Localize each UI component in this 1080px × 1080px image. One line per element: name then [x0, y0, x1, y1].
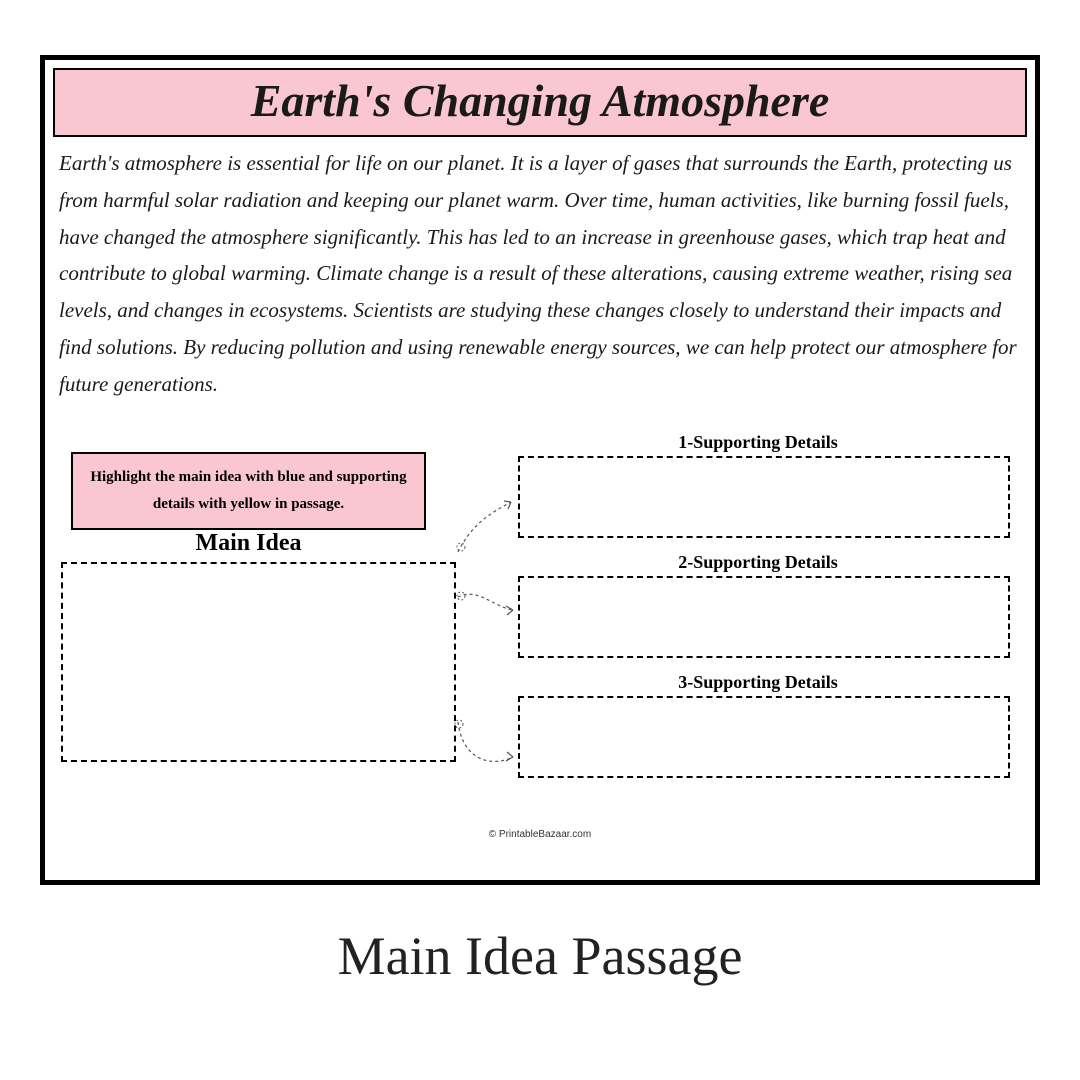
connector-arrow-2 [453, 582, 523, 632]
title-bar: Earth's Changing Atmosphere [53, 68, 1027, 137]
supporting-detail-1-box[interactable] [518, 456, 1010, 538]
footer-credit: © PrintableBazaar.com [53, 829, 1027, 840]
instruction-box: Highlight the main idea with blue and su… [71, 452, 426, 530]
passage-text: Earth's atmosphere is essential for life… [53, 137, 1027, 402]
supporting-detail-2-label: 2-Supporting Details [518, 552, 998, 573]
graphic-organizer: Highlight the main idea with blue and su… [53, 432, 1027, 842]
supporting-detail-2-box[interactable] [518, 576, 1010, 658]
worksheet-page: Earth's Changing Atmosphere Earth's atmo… [40, 55, 1040, 885]
supporting-detail-3-box[interactable] [518, 696, 1010, 778]
main-idea-input-box[interactable] [61, 562, 456, 762]
worksheet-title: Earth's Changing Atmosphere [55, 74, 1025, 127]
main-idea-label: Main Idea [71, 530, 426, 557]
supporting-detail-1-label: 1-Supporting Details [518, 432, 998, 453]
bottom-caption: Main Idea Passage [0, 925, 1080, 987]
supporting-detail-3-label: 3-Supporting Details [518, 672, 998, 693]
connector-arrow-3 [453, 712, 523, 792]
connector-arrow-1 [453, 492, 523, 562]
